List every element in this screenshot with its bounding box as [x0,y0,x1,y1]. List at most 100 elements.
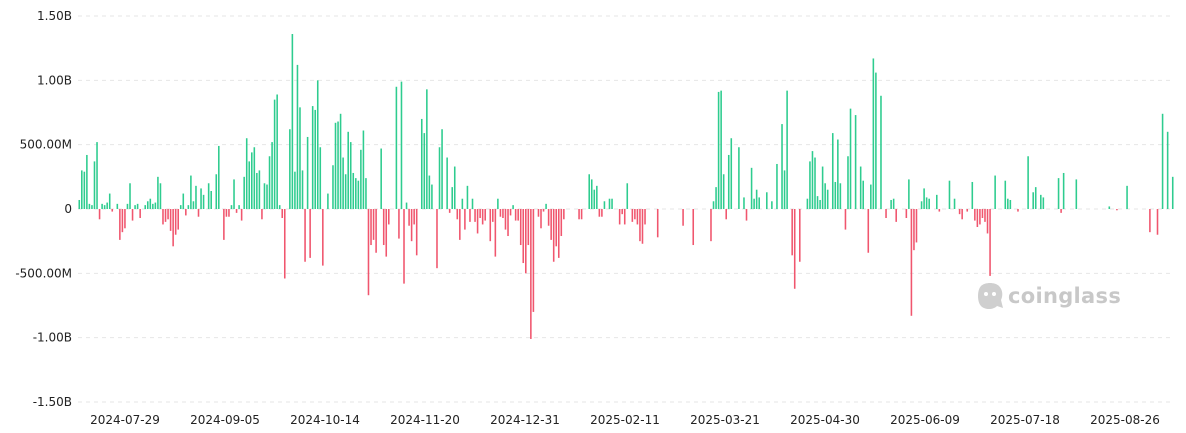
bar-positive [758,197,760,209]
bar-positive [136,203,139,209]
bar-positive [365,178,367,209]
bar-positive [248,161,251,209]
bar-positive [86,154,88,209]
y-tick-label: 1.50B [37,9,72,23]
bar-positive [441,129,443,209]
x-tick-label: 2025-03-21 [690,413,760,427]
bar-negative [162,209,164,225]
bar-positive [355,178,357,209]
bar-positive [337,121,339,209]
bar-positive [81,170,83,209]
bar-positive [461,198,464,209]
bar-negative [398,209,400,239]
bar-positive [179,205,182,209]
bar-negative [844,209,847,230]
bar-positive [395,86,398,209]
bar-positive [783,170,786,209]
bar-negative [481,209,484,225]
bar-positive [717,91,720,209]
bar-negative [563,209,565,220]
bar-negative [913,209,915,251]
bar-negative [986,209,989,234]
bar-negative [745,209,748,221]
bar-negative [799,209,801,262]
bar-positive [834,181,837,209]
bar-positive [157,176,159,209]
bar-positive [839,183,842,209]
bar-positive [512,205,514,209]
bar-positive [96,142,98,209]
bar-negative [111,209,114,212]
bar-positive [357,180,360,209]
bar-positive [1007,198,1009,209]
coinglass-logo-icon [978,283,1003,309]
x-tick-label: 2024-07-29 [90,413,160,427]
bar-positive [187,205,190,209]
bar-positive [362,130,365,209]
bar-negative [557,209,560,258]
bar-negative [370,209,372,246]
bar-positive [218,145,220,209]
bar-negative [1060,209,1062,213]
bar-negative [1116,209,1118,211]
bar-positive [106,202,108,209]
bar-positive [948,180,951,209]
bar-positive [545,203,547,209]
bar-positive [276,94,278,209]
bar-negative [415,209,418,256]
bar-negative [639,209,641,242]
bar-negative [507,209,509,237]
bar-negative [309,209,311,258]
bar-positive [446,157,448,209]
bar-negative [905,209,908,219]
bar-positive [339,113,342,209]
bar-positive [380,148,382,209]
bar-positive [1042,197,1045,209]
bar-positive [923,188,925,209]
bar-negative [867,209,870,253]
bar-positive [471,198,474,209]
bar-positive [314,109,316,209]
bar-negative [469,209,471,222]
x-tick-label: 2025-06-09 [890,413,960,427]
bar-positive [809,161,811,209]
bar-negative [235,209,238,213]
bar-positive [1108,206,1111,209]
bar-negative [555,209,558,247]
bar-positive [195,185,197,209]
bar-positive [890,199,892,209]
bar-positive [875,72,877,209]
bar-positive [925,197,928,209]
bar-positive [316,80,319,209]
bar-positive [428,175,431,209]
bar-negative [641,209,644,244]
bar-negative [410,209,413,242]
bar-negative [540,209,542,229]
bar-negative [895,209,897,222]
bar-negative [197,209,200,217]
bar-negative [382,209,385,246]
bar-negative [547,209,550,226]
bar-positive [344,174,347,209]
bar-negative [621,209,623,215]
bar-positive [859,166,862,209]
y-axis-labels: 1.50B 1.00B 500.00M 0 -500.00M -1.00B -1.50B [15,9,72,409]
bar-positive [806,198,809,209]
bar-positive [126,203,129,209]
bar-positive [593,189,596,209]
bar-positive [771,201,773,209]
bar-positive [134,205,136,209]
bar-positive [588,174,590,209]
bar-negative [283,209,286,279]
bar-positive [928,198,930,209]
bar-positive [1027,156,1029,209]
bar-negative [910,209,913,316]
bar-negative [436,209,438,269]
bar-positive [755,189,758,209]
bar-negative [527,209,530,246]
x-axis-labels: 2024-07-29 2024-09-05 2024-10-14 2024-11-20… [90,413,1160,427]
bar-negative [514,209,517,221]
bar-positive [182,193,185,209]
bar-positive [332,165,334,209]
bar-positive [712,201,715,209]
